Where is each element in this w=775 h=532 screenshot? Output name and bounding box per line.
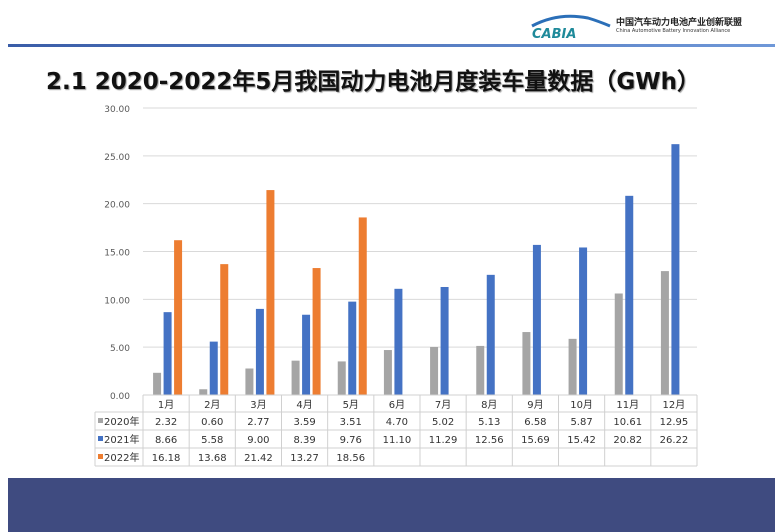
bar-2021年-6月	[394, 288, 403, 395]
bar-2021年-2月	[209, 341, 218, 395]
page-title: 2.1 2020-2022年5月我国动力电池月度装车量数据（GWh）	[46, 69, 700, 95]
y-tick-label: 10.00	[104, 296, 130, 306]
bar-2020年-1月	[153, 372, 162, 395]
y-tick-label: 5.00	[110, 344, 130, 354]
org-name-en: China Automotive Battery Innovation Alli…	[616, 28, 731, 34]
footer-band	[8, 478, 775, 532]
data-label: 20.82	[613, 435, 642, 446]
legend-label: 2020年	[104, 415, 139, 428]
data-label: 5.58	[201, 435, 223, 446]
data-label: 9.76	[340, 435, 362, 446]
legend-label: 2021年	[104, 433, 139, 446]
data-label: 4.70	[386, 417, 408, 428]
y-tick-label: 15.00	[104, 249, 130, 259]
data-label: 10.61	[613, 417, 642, 428]
x-tick-label: 2月	[204, 399, 220, 411]
legend-swatch	[98, 436, 103, 441]
data-label: 11.29	[429, 435, 458, 446]
x-tick-label: 1月	[158, 399, 174, 411]
bar-2020年-11月	[614, 293, 623, 395]
data-label: 5.13	[478, 417, 500, 428]
legend-swatch	[98, 418, 103, 423]
bar-2020年-12月	[660, 271, 669, 395]
cabia-logo-mark: CABIA	[531, 14, 611, 42]
bar-2020年-5月	[337, 361, 346, 395]
data-label: 2.32	[155, 417, 177, 428]
data-label: 16.18	[152, 453, 181, 464]
bar-2021年-7月	[440, 286, 449, 395]
bar-2020年-4月	[291, 360, 300, 395]
bar-2021年-8月	[486, 274, 495, 395]
header-divider	[8, 44, 775, 47]
bar-2021年-12月	[671, 144, 680, 395]
y-tick-label: 20.00	[104, 201, 130, 211]
data-label: 2.77	[247, 417, 269, 428]
data-label: 15.42	[567, 435, 596, 446]
x-tick-label: 5月	[343, 399, 359, 411]
data-label: 13.68	[198, 453, 227, 464]
data-label: 13.27	[290, 453, 319, 464]
y-tick-label: 30.00	[104, 105, 130, 115]
x-tick-label: 12月	[663, 399, 686, 411]
data-label: 12.95	[660, 417, 689, 428]
x-tick-label: 9月	[527, 399, 543, 411]
y-tick-label: 0.00	[110, 392, 130, 402]
bar-2021年-5月	[348, 301, 357, 395]
data-label: 21.42	[244, 453, 273, 464]
x-tick-label: 4月	[296, 399, 312, 411]
bar-2020年-9月	[522, 332, 531, 395]
bar-2020年-7月	[430, 346, 439, 395]
cabia-logo: CABIA 中国汽车动力电池产业创新联盟 China Automotive Ba…	[528, 12, 768, 42]
data-label: 8.39	[293, 435, 315, 446]
bar-2020年-8月	[476, 345, 485, 395]
legend-label: 2022年	[104, 451, 139, 464]
data-label: 18.56	[336, 453, 365, 464]
data-label: 6.58	[524, 417, 546, 428]
bar-2022年-5月	[358, 217, 367, 395]
bar-2020年-2月	[199, 389, 208, 395]
data-label: 5.02	[432, 417, 454, 428]
data-label: 8.66	[155, 435, 177, 446]
bar-2022年-3月	[266, 190, 275, 395]
data-label: 0.60	[201, 417, 223, 428]
svg-text:CABIA: CABIA	[532, 27, 576, 40]
bar-2020年-3月	[245, 368, 254, 395]
org-name-cn: 中国汽车动力电池产业创新联盟	[616, 18, 743, 28]
bar-2022年-4月	[312, 268, 321, 395]
data-label: 9.00	[247, 435, 269, 446]
bar-2021年-3月	[255, 308, 264, 395]
legend-swatch	[98, 454, 103, 459]
x-tick-label: 11月	[616, 399, 639, 411]
bar-2020年-6月	[383, 350, 392, 395]
bar-2020年-10月	[568, 338, 577, 395]
y-tick-label: 25.00	[104, 153, 130, 163]
x-tick-label: 3月	[250, 399, 266, 411]
x-tick-label: 6月	[389, 399, 405, 411]
bar-2021年-4月	[302, 314, 311, 395]
x-tick-label: 7月	[435, 399, 451, 411]
bar-2021年-9月	[532, 244, 541, 395]
data-label: 12.56	[475, 435, 504, 446]
data-label: 15.69	[521, 435, 550, 446]
bar-2021年-1月	[163, 312, 172, 395]
data-label: 3.59	[293, 417, 315, 428]
x-tick-label: 8月	[481, 399, 497, 411]
data-label: 26.22	[660, 435, 689, 446]
data-label: 11.10	[383, 435, 412, 446]
data-label: 5.87	[570, 417, 592, 428]
x-tick-label: 10月	[570, 399, 593, 411]
data-label: 3.51	[340, 417, 362, 428]
bar-2022年-1月	[174, 240, 183, 395]
bar-2021年-11月	[625, 195, 634, 395]
bar-2021年-10月	[579, 247, 588, 395]
bar-2022年-2月	[220, 264, 229, 395]
